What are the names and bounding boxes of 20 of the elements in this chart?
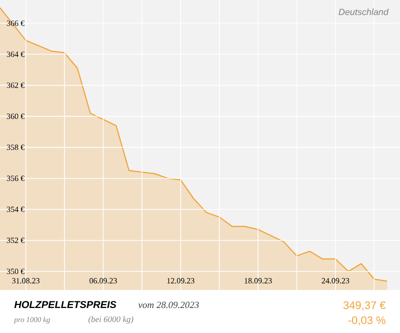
y-tick-label: 356 € — [6, 176, 24, 182]
text: (bei 6000 kg) — [88, 316, 134, 324]
text: vom 28.09.2023 — [138, 302, 199, 308]
x-tick-label: 12.09.23 — [167, 278, 194, 284]
x-tick-label: 24.09.23 — [322, 278, 350, 284]
y-tick-label: 364 € — [6, 52, 24, 57]
text: HOLZPELLETSPREIS — [14, 301, 116, 308]
text: 349,37 € — [343, 301, 386, 310]
x-tick-label: 06.09.23 — [90, 278, 117, 284]
y-tick-label: 358 € — [6, 144, 24, 150]
x-tick-label: 31.08.23 — [12, 278, 40, 284]
y-tick-label: 354 € — [6, 206, 24, 212]
y-tick-label: 366 € — [6, 20, 24, 26]
annotation: Deutschland — [338, 8, 389, 16]
y-tick-label: 350 € — [6, 268, 24, 274]
x-tick-label: 18.09.23 — [244, 278, 272, 284]
y-tick-label: 362 € — [6, 82, 24, 88]
text: -0,03 % — [348, 316, 386, 326]
y-tick-label: 360 € — [6, 114, 24, 120]
y-tick-label: 352 € — [6, 238, 24, 244]
